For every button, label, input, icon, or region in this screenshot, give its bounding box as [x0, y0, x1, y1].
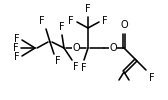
Text: O: O [72, 43, 80, 53]
Text: F: F [13, 43, 19, 53]
Text: F: F [39, 16, 45, 26]
Text: F: F [55, 56, 61, 66]
Text: F: F [68, 16, 74, 26]
Text: F: F [14, 34, 20, 44]
Text: O: O [109, 43, 117, 53]
Text: F: F [149, 73, 155, 83]
Text: O: O [120, 20, 128, 30]
Text: F: F [81, 63, 87, 73]
Text: F: F [59, 22, 65, 32]
Text: F: F [73, 62, 79, 72]
Text: F: F [14, 52, 20, 62]
Text: F: F [102, 16, 108, 26]
Text: F: F [85, 4, 91, 14]
